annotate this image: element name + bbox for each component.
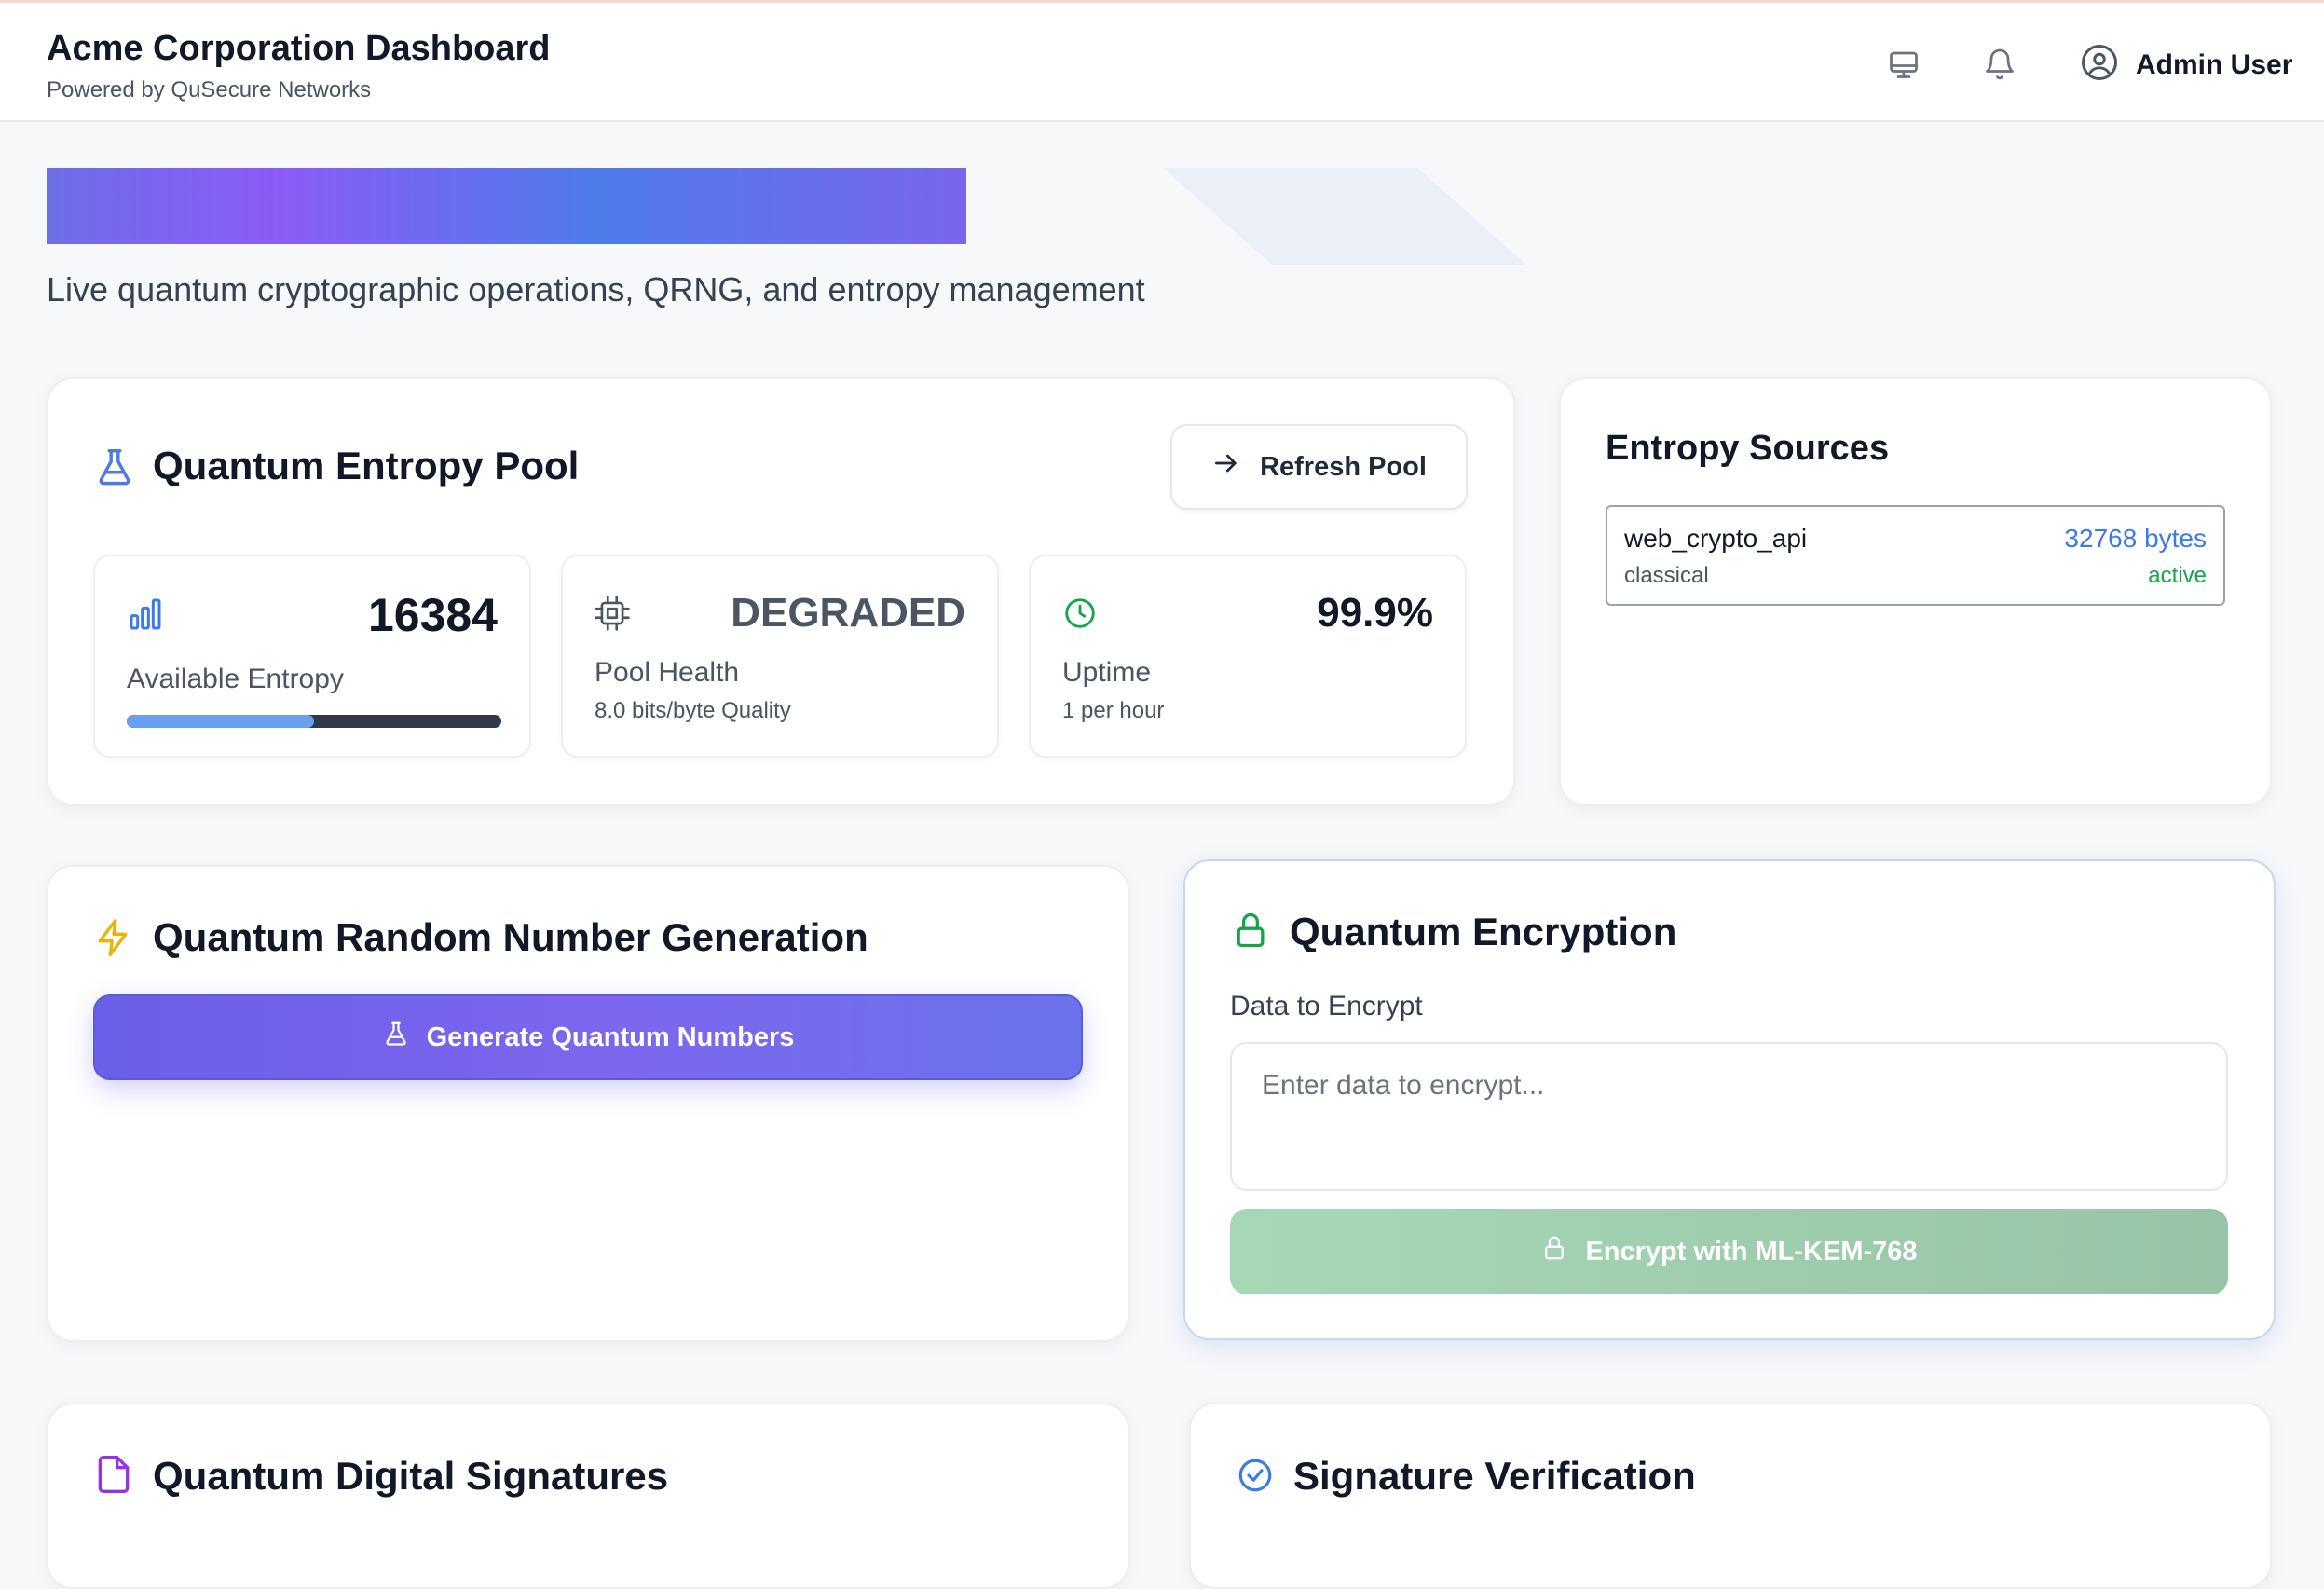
uptime-rate: 1 per hour	[1062, 698, 1165, 723]
check-circle-icon	[1236, 1456, 1275, 1500]
monitor-icon[interactable]	[1884, 45, 1923, 84]
clock-icon	[1062, 596, 1098, 636]
generate-quantum-numbers-button[interactable]: Generate Quantum Numbers	[93, 994, 1083, 1080]
qrng-card	[47, 865, 1129, 1342]
available-entropy-stat: 16384 Available Entropy	[93, 555, 531, 758]
hero-gradient-banner	[47, 168, 966, 244]
document-icon	[93, 1454, 134, 1500]
pool-health-quality: 8.0 bits/byte Quality	[595, 698, 791, 723]
entropy-source-type: classical	[1624, 563, 1709, 588]
data-to-encrypt-label: Data to Encrypt	[1230, 991, 1423, 1021]
flask-icon	[382, 1020, 410, 1055]
page-subtitle: Live quantum cryptographic operations, Q…	[47, 270, 1145, 308]
entropy-source-item[interactable]: web_crypto_api classical 32768 bytes act…	[1606, 505, 2225, 606]
available-entropy-label: Available Entropy	[127, 664, 344, 694]
entropy-source-name: web_crypto_api	[1624, 524, 1808, 553]
data-to-encrypt-input[interactable]	[1230, 1042, 2228, 1191]
hero-decoration	[1163, 168, 1526, 265]
entropy-pool-title: Quantum Entropy Pool	[153, 444, 580, 487]
generate-button-label: Generate Quantum Numbers	[426, 1021, 795, 1052]
entropy-progress-fill	[127, 715, 314, 728]
available-entropy-value: 16384	[367, 589, 498, 641]
user-menu[interactable]: Admin User	[2080, 43, 2292, 87]
cpu-chip-icon	[595, 596, 630, 636]
lock-icon	[1230, 910, 1271, 955]
entropy-progress-bar	[127, 715, 501, 728]
lock-icon	[1540, 1234, 1568, 1269]
verification-title: Signature Verification	[1293, 1454, 1696, 1498]
bell-icon[interactable]	[1980, 45, 2019, 84]
encryption-title: Quantum Encryption	[1290, 910, 1677, 953]
arrow-right-icon	[1211, 448, 1241, 486]
app-subtitle: Powered by QuSecure Networks	[47, 77, 372, 103]
pool-health-label: Pool Health	[595, 657, 740, 688]
refresh-pool-button[interactable]: Refresh Pool	[1170, 424, 1468, 510]
app-title: Acme Corporation Dashboard	[47, 29, 551, 68]
encrypt-button-label: Encrypt with ML-KEM-768	[1585, 1236, 1918, 1267]
encrypt-button[interactable]: Encrypt with ML-KEM-768	[1230, 1209, 2228, 1294]
top-bar: Acme Corporation Dashboard Powered by Qu…	[0, 0, 2324, 122]
signatures-title: Quantum Digital Signatures	[153, 1454, 669, 1498]
flask-icon	[93, 445, 136, 493]
bar-chart-icon	[127, 596, 164, 637]
lightning-icon	[93, 917, 134, 963]
entropy-source-status: active	[2148, 563, 2207, 588]
uptime-label: Uptime	[1062, 657, 1152, 688]
uptime-stat: 99.9% Uptime 1 per hour	[1029, 555, 1467, 758]
pool-health-value: DEGRADED	[731, 590, 965, 636]
refresh-pool-label: Refresh Pool	[1260, 451, 1427, 482]
uptime-value: 99.9%	[1317, 590, 1433, 636]
qrng-title: Quantum Random Number Generation	[153, 915, 868, 959]
user-name: Admin User	[2136, 48, 2293, 80]
entropy-sources-title: Entropy Sources	[1606, 429, 1890, 468]
entropy-source-size: 32768 bytes	[2064, 524, 2207, 553]
user-circle-icon	[2080, 43, 2119, 87]
pool-health-stat: DEGRADED Pool Health 8.0 bits/byte Quali…	[561, 555, 999, 758]
